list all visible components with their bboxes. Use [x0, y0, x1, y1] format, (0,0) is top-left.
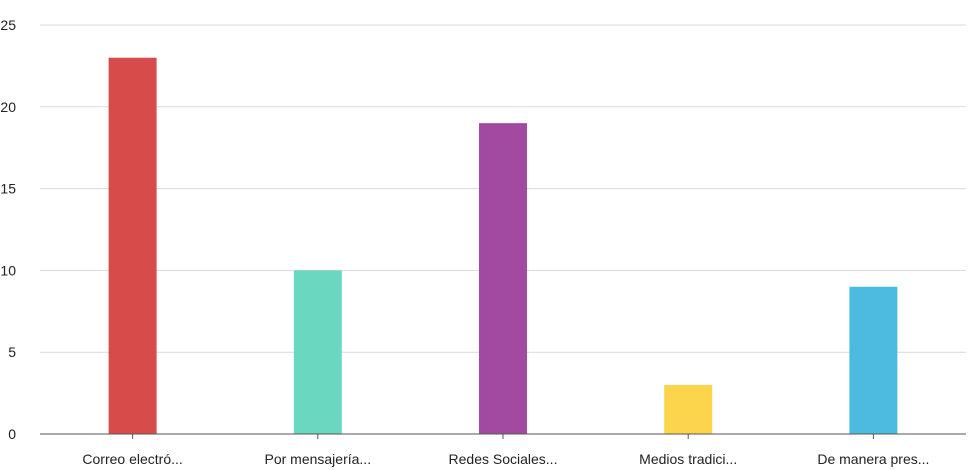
bar-0[interactable]	[108, 57, 157, 434]
x-category-label-4: De manera pres...	[817, 451, 929, 467]
axis-layer	[40, 433, 966, 439]
bar-layer	[108, 57, 898, 434]
x-category-label-1: Por mensajería...	[264, 451, 371, 467]
x-category-label-3: Medios tradici...	[639, 451, 737, 467]
bar-3[interactable]	[664, 384, 713, 434]
y-tick-label-10: 10	[0, 262, 16, 278]
x-category-label-0: Correo electró...	[82, 451, 182, 467]
bar-1[interactable]	[293, 270, 342, 434]
y-tick-label-20: 20	[0, 99, 16, 115]
label-layer: 0 5 10 15 20 25 Correo electró... Por mensajerí…	[0, 17, 929, 467]
x-category-label-2: Redes Sociales...	[449, 451, 558, 467]
bar-2[interactable]	[479, 123, 527, 434]
bar-4[interactable]	[849, 286, 898, 434]
y-tick-label-25: 25	[0, 17, 16, 33]
y-tick-label-0: 0	[8, 426, 16, 442]
y-tick-label-15: 15	[0, 181, 16, 197]
y-tick-label-5: 5	[8, 344, 16, 360]
